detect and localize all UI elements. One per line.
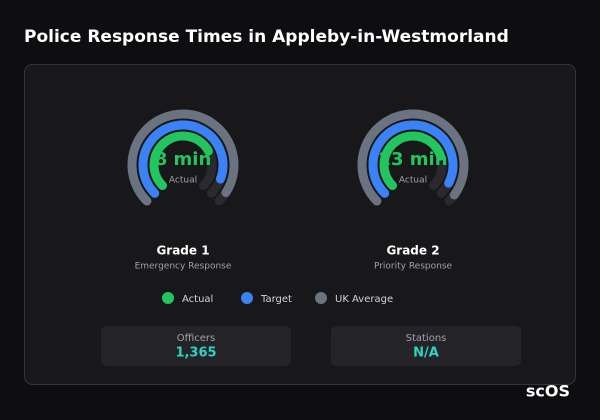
ring-arc <box>149 131 213 191</box>
title: Police Response Times in Appleby-in-West… <box>24 27 509 47</box>
legend-dot <box>162 292 174 304</box>
gauge-subtitle: Emergency Response <box>135 262 232 272</box>
legend-label: Target <box>260 294 292 305</box>
stat-box <box>331 326 521 366</box>
stat-value: N/A <box>413 346 439 361</box>
stat-value: 1,365 <box>175 346 216 361</box>
legend-label: Actual <box>182 294 213 305</box>
gauge-subtitle: Priority Response <box>374 262 453 272</box>
legend-label: UK Average <box>335 294 393 305</box>
gauge-title: Grade 1 <box>156 244 209 258</box>
ring-arc <box>357 109 469 206</box>
ring-arc <box>127 109 239 206</box>
ring-arc <box>368 120 458 198</box>
legend-dot <box>315 292 327 304</box>
center-value: 23 min <box>378 149 447 170</box>
center-value: 8 min <box>155 149 212 170</box>
ring-arc <box>379 131 446 191</box>
legend-dot <box>241 292 253 304</box>
gauge-title: Grade 2 <box>386 244 439 258</box>
logo: scOS <box>526 382 570 401</box>
center-caption: Actual <box>399 176 427 186</box>
stat-label: Stations <box>406 333 447 344</box>
stat-box <box>101 326 291 366</box>
stat-label: Officers <box>177 333 216 344</box>
center-caption: Actual <box>169 176 197 186</box>
ring-arc <box>138 120 228 198</box>
